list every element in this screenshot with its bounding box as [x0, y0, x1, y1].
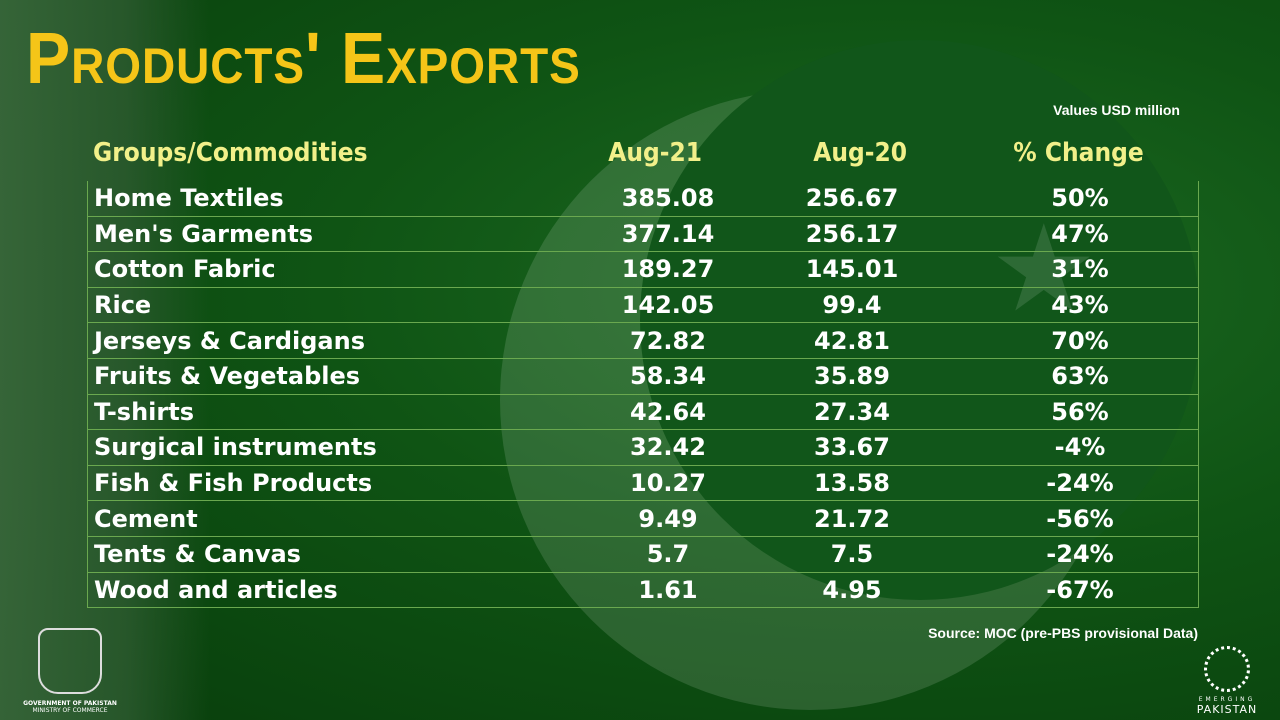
aug-21-cell: 9.49 — [594, 500, 742, 537]
ep-logo-line2: PAKISTAN — [1196, 703, 1258, 716]
commodity-cell: Rice — [87, 287, 594, 324]
commodity-cell: Jerseys & Cardigans — [87, 322, 594, 359]
change-cell: 47% — [962, 216, 1199, 253]
header-aug-20: Aug-20 — [813, 138, 908, 168]
table-row: Surgical instruments 32.42 33.67 -4% — [87, 429, 1199, 466]
aug-21-cell: 42.64 — [594, 394, 742, 431]
table-row: Men's Garments 377.14 256.17 47% — [87, 216, 1199, 253]
aug-20-cell: 35.89 — [742, 358, 962, 395]
commodity-cell: Tents & Canvas — [87, 536, 594, 573]
gov-logo: GOVERNMENT OF PAKISTAN MINISTRY OF COMME… — [18, 628, 122, 714]
page-title: Products' Exports — [26, 19, 581, 99]
table-row: Fish & Fish Products 10.27 13.58 -24% — [87, 465, 1199, 502]
aug-21-cell: 385.08 — [594, 181, 742, 217]
aug-20-cell: 42.81 — [742, 322, 962, 359]
aug-21-cell: 72.82 — [594, 322, 742, 359]
aug-21-cell: 1.61 — [594, 572, 742, 609]
commodity-cell: Cotton Fabric — [87, 251, 594, 288]
change-cell: -24% — [962, 465, 1199, 502]
aug-21-cell: 58.34 — [594, 358, 742, 395]
change-cell: -56% — [962, 500, 1199, 537]
ep-logo-line1: EMERGING — [1198, 696, 1256, 703]
table-row: Home Textiles 385.08 256.67 50% — [87, 181, 1199, 217]
aug-20-cell: 33.67 — [742, 429, 962, 466]
aug-20-cell: 99.4 — [742, 287, 962, 324]
gov-logo-line1: GOVERNMENT OF PAKISTAN — [23, 700, 117, 707]
aug-21-cell: 10.27 — [594, 465, 742, 502]
header-aug-21: Aug-21 — [608, 138, 703, 168]
aug-20-cell: 21.72 — [742, 500, 962, 537]
aug-21-cell: 377.14 — [594, 216, 742, 253]
change-cell: 56% — [962, 394, 1199, 431]
table-row: Rice 142.05 99.4 43% — [87, 287, 1199, 324]
aug-20-cell: 256.17 — [742, 216, 962, 253]
aug-21-cell: 5.7 — [594, 536, 742, 573]
table-row: Wood and articles 1.61 4.95 -67% — [87, 572, 1199, 609]
change-cell: 43% — [962, 287, 1199, 324]
commodity-cell: Home Textiles — [87, 181, 594, 217]
change-cell: -67% — [962, 572, 1199, 609]
emerging-pakistan-icon — [1204, 646, 1250, 692]
commodity-cell: Fish & Fish Products — [87, 465, 594, 502]
units-note: Values USD million — [1053, 102, 1180, 118]
aug-21-cell: 32.42 — [594, 429, 742, 466]
emerging-pakistan-logo: EMERGING PAKISTAN — [1192, 646, 1262, 716]
commodity-cell: Wood and articles — [87, 572, 594, 609]
aug-20-cell: 145.01 — [742, 251, 962, 288]
aug-20-cell: 4.95 — [742, 572, 962, 609]
commodity-cell: Fruits & Vegetables — [87, 358, 594, 395]
table-row: Cotton Fabric 189.27 145.01 31% — [87, 251, 1199, 288]
table-row: Cement 9.49 21.72 -56% — [87, 500, 1199, 537]
aug-21-cell: 189.27 — [594, 251, 742, 288]
header-commodities: Groups/Commodities — [93, 138, 368, 168]
exports-table: Home Textiles 385.08 256.67 50% Men's Garmen… — [87, 181, 1199, 609]
change-cell: 63% — [962, 358, 1199, 395]
aug-20-cell: 27.34 — [742, 394, 962, 431]
aug-21-cell: 142.05 — [594, 287, 742, 324]
table-row: Tents & Canvas 5.7 7.5 -24% — [87, 536, 1199, 573]
gov-logo-line2: MINISTRY OF COMMERCE — [32, 707, 108, 714]
aug-20-cell: 256.67 — [742, 181, 962, 217]
commodity-cell: Surgical instruments — [87, 429, 594, 466]
commodity-cell: Men's Garments — [87, 216, 594, 253]
aug-20-cell: 13.58 — [742, 465, 962, 502]
header-change: % Change — [1013, 138, 1144, 168]
commodity-cell: Cement — [87, 500, 594, 537]
table-row: Jerseys & Cardigans 72.82 42.81 70% — [87, 322, 1199, 359]
commodity-cell: T-shirts — [87, 394, 594, 431]
change-cell: -4% — [962, 429, 1199, 466]
change-cell: 31% — [962, 251, 1199, 288]
table-row: T-shirts 42.64 27.34 56% — [87, 394, 1199, 431]
source-note: Source: MOC (pre-PBS provisional Data) — [928, 625, 1198, 641]
aug-20-cell: 7.5 — [742, 536, 962, 573]
crest-icon — [38, 628, 102, 694]
change-cell: 70% — [962, 322, 1199, 359]
change-cell: 50% — [962, 181, 1199, 217]
table-row: Fruits & Vegetables 58.34 35.89 63% — [87, 358, 1199, 395]
change-cell: -24% — [962, 536, 1199, 573]
